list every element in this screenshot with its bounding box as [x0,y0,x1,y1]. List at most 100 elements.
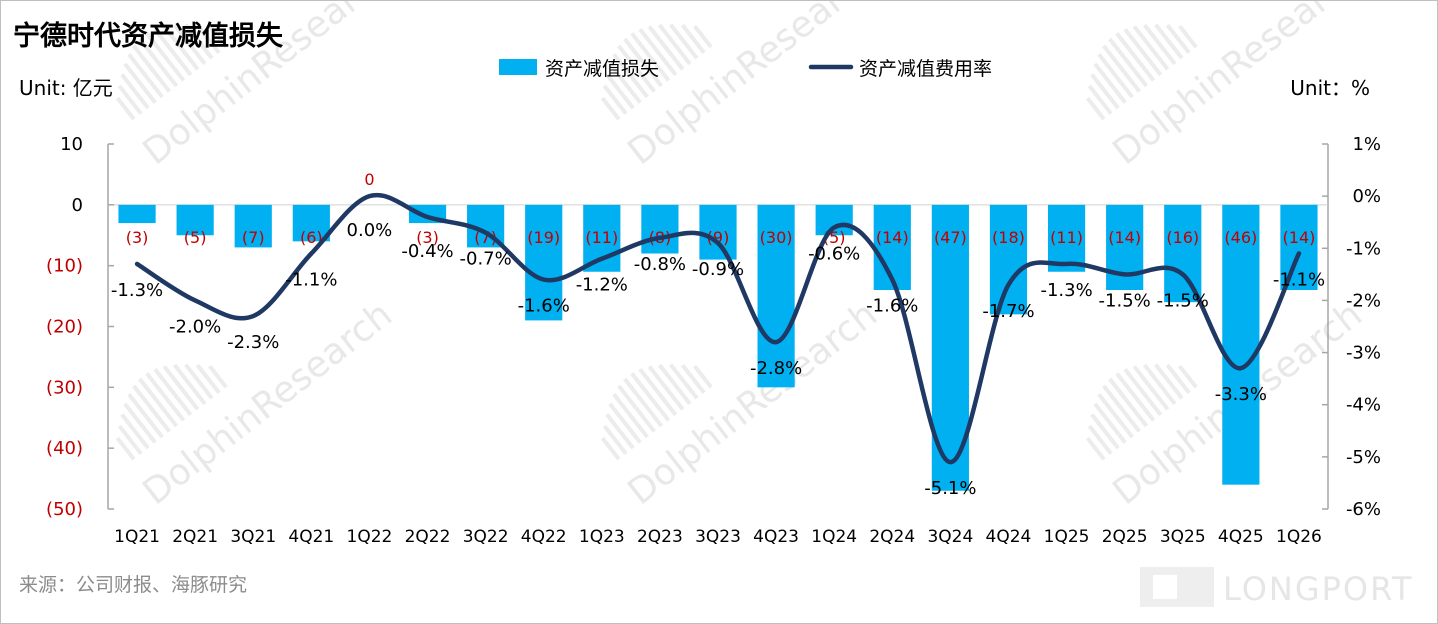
line-value-label: 0.0% [347,220,393,241]
left-axis-tick-label: 10 [60,134,83,155]
watermark-stripe [630,372,671,422]
watermark-stripe [669,23,699,60]
watermark-stripe [1102,44,1141,93]
category-label: 3Q22 [463,527,509,547]
legend-line-label: 资产减值费用率 [859,58,992,80]
right-axis-tick-label: -3% [1346,343,1381,364]
bar [989,204,1028,315]
category-label: 1Q25 [1044,527,1090,547]
right-axis-unit: Unit：% [1290,76,1370,100]
watermark-stripe [1123,368,1163,417]
watermark-stripe [145,372,186,422]
right-axis-tick-label: -6% [1346,499,1381,520]
line-value-label: -1.1% [1273,270,1325,291]
bar-value-label: (3) [126,228,149,247]
bar [1047,204,1086,272]
line-value-label: -2.0% [169,316,221,337]
watermark-stripe [120,73,150,110]
watermark-stripe [693,24,713,49]
line-value-label: -3.3% [1215,384,1267,405]
category-label: 3Q23 [695,527,741,547]
category-label: 2Q25 [1102,527,1148,547]
watermark-stripe [602,84,628,115]
bar-value-label: (14) [876,228,909,247]
category-label: 2Q22 [405,527,451,547]
bar-value-label: (30) [760,228,793,247]
bar-value-label: (3) [416,228,439,247]
bar-value-label: (46) [1224,228,1257,247]
watermark-stripe [115,436,136,461]
bar-value-label: (14) [1283,228,1316,247]
watermark-stripe [647,365,685,411]
watermark-stripe [123,62,157,104]
line-value-label: -1.3% [1040,280,1092,301]
bar-value-label: (14) [1108,228,1141,247]
left-axis-unit: Unit: 亿元 [19,76,113,100]
bar [292,204,330,242]
source-note: 来源：公司财报、海豚研究 [19,574,247,596]
watermark-stripe [162,25,200,71]
watermark-stripe [1142,363,1177,406]
watermark-stripe [1090,73,1120,110]
watermark-stripe [138,377,179,428]
watermark-stripe [184,23,214,60]
watermark-stripe [1087,84,1113,115]
watermark-stripe [153,28,193,77]
category-label: 3Q25 [1160,527,1206,547]
line-series [134,192,1302,465]
watermark-stripe [1085,96,1106,121]
brand-logo-notch [1153,575,1177,599]
category-label: 4Q23 [753,527,799,547]
watermark-stripe [115,96,136,121]
category-label: 2Q23 [637,527,683,547]
watermark-stripe [132,384,171,433]
bar [1164,204,1202,303]
bar [757,204,795,388]
line-value-label: -1.1% [285,270,337,291]
left-axis-tick-label: (40) [46,438,83,459]
watermark-stripe [1097,52,1134,99]
chart-title: 宁德时代资产减值损失 [13,20,284,52]
watermark-stripe [680,363,706,394]
watermark-stripe [630,32,671,82]
watermark-stripe [1087,424,1113,455]
series-line [134,192,1302,465]
line-value-label: -0.9% [692,259,744,280]
line-value-label: -1.5% [1099,290,1151,311]
bar [118,204,156,224]
watermark-stripe [172,363,207,406]
right-axis-tick-label: -4% [1346,395,1381,416]
category-label: 2Q24 [869,527,915,547]
watermark-stripe [1108,377,1149,428]
watermark-stripe [1115,32,1156,82]
bar [815,204,853,236]
watermark-stripe [657,363,692,406]
watermark-stripe [657,23,692,66]
bar [234,204,272,248]
watermark-stripe [127,52,164,99]
category-label: 3Q21 [230,527,276,547]
line-value-label: -1.6% [866,296,918,317]
brand-name: LONGPORT [1223,570,1414,608]
watermark-stripe [600,96,621,121]
watermark-stripe [162,365,200,411]
bar-value-label: (7) [474,228,497,247]
watermark-stripe [1142,23,1177,66]
bar-data-labels: (3) (5) (7) (6)0(3) (7) (19) (11) (8) (9) (30) (5)… [126,170,1316,247]
watermark-stripe [195,23,221,54]
line-value-label: -2.8% [750,358,802,379]
legend: 资产减值损失 资产减值费用率 [499,58,992,80]
watermark-stripe [1097,392,1134,439]
bar-value-label: (16) [1166,228,1199,247]
category-label: 4Q25 [1218,527,1264,547]
watermark-stripe [138,37,179,88]
category-label: 1Q23 [579,527,625,547]
category-label: 1Q26 [1276,527,1322,547]
bar [1222,204,1260,485]
bar [1106,204,1144,290]
category-label: 4Q21 [288,527,334,547]
category-label: 1Q24 [811,527,857,547]
bar [699,204,737,260]
watermark-stripe [600,436,621,461]
